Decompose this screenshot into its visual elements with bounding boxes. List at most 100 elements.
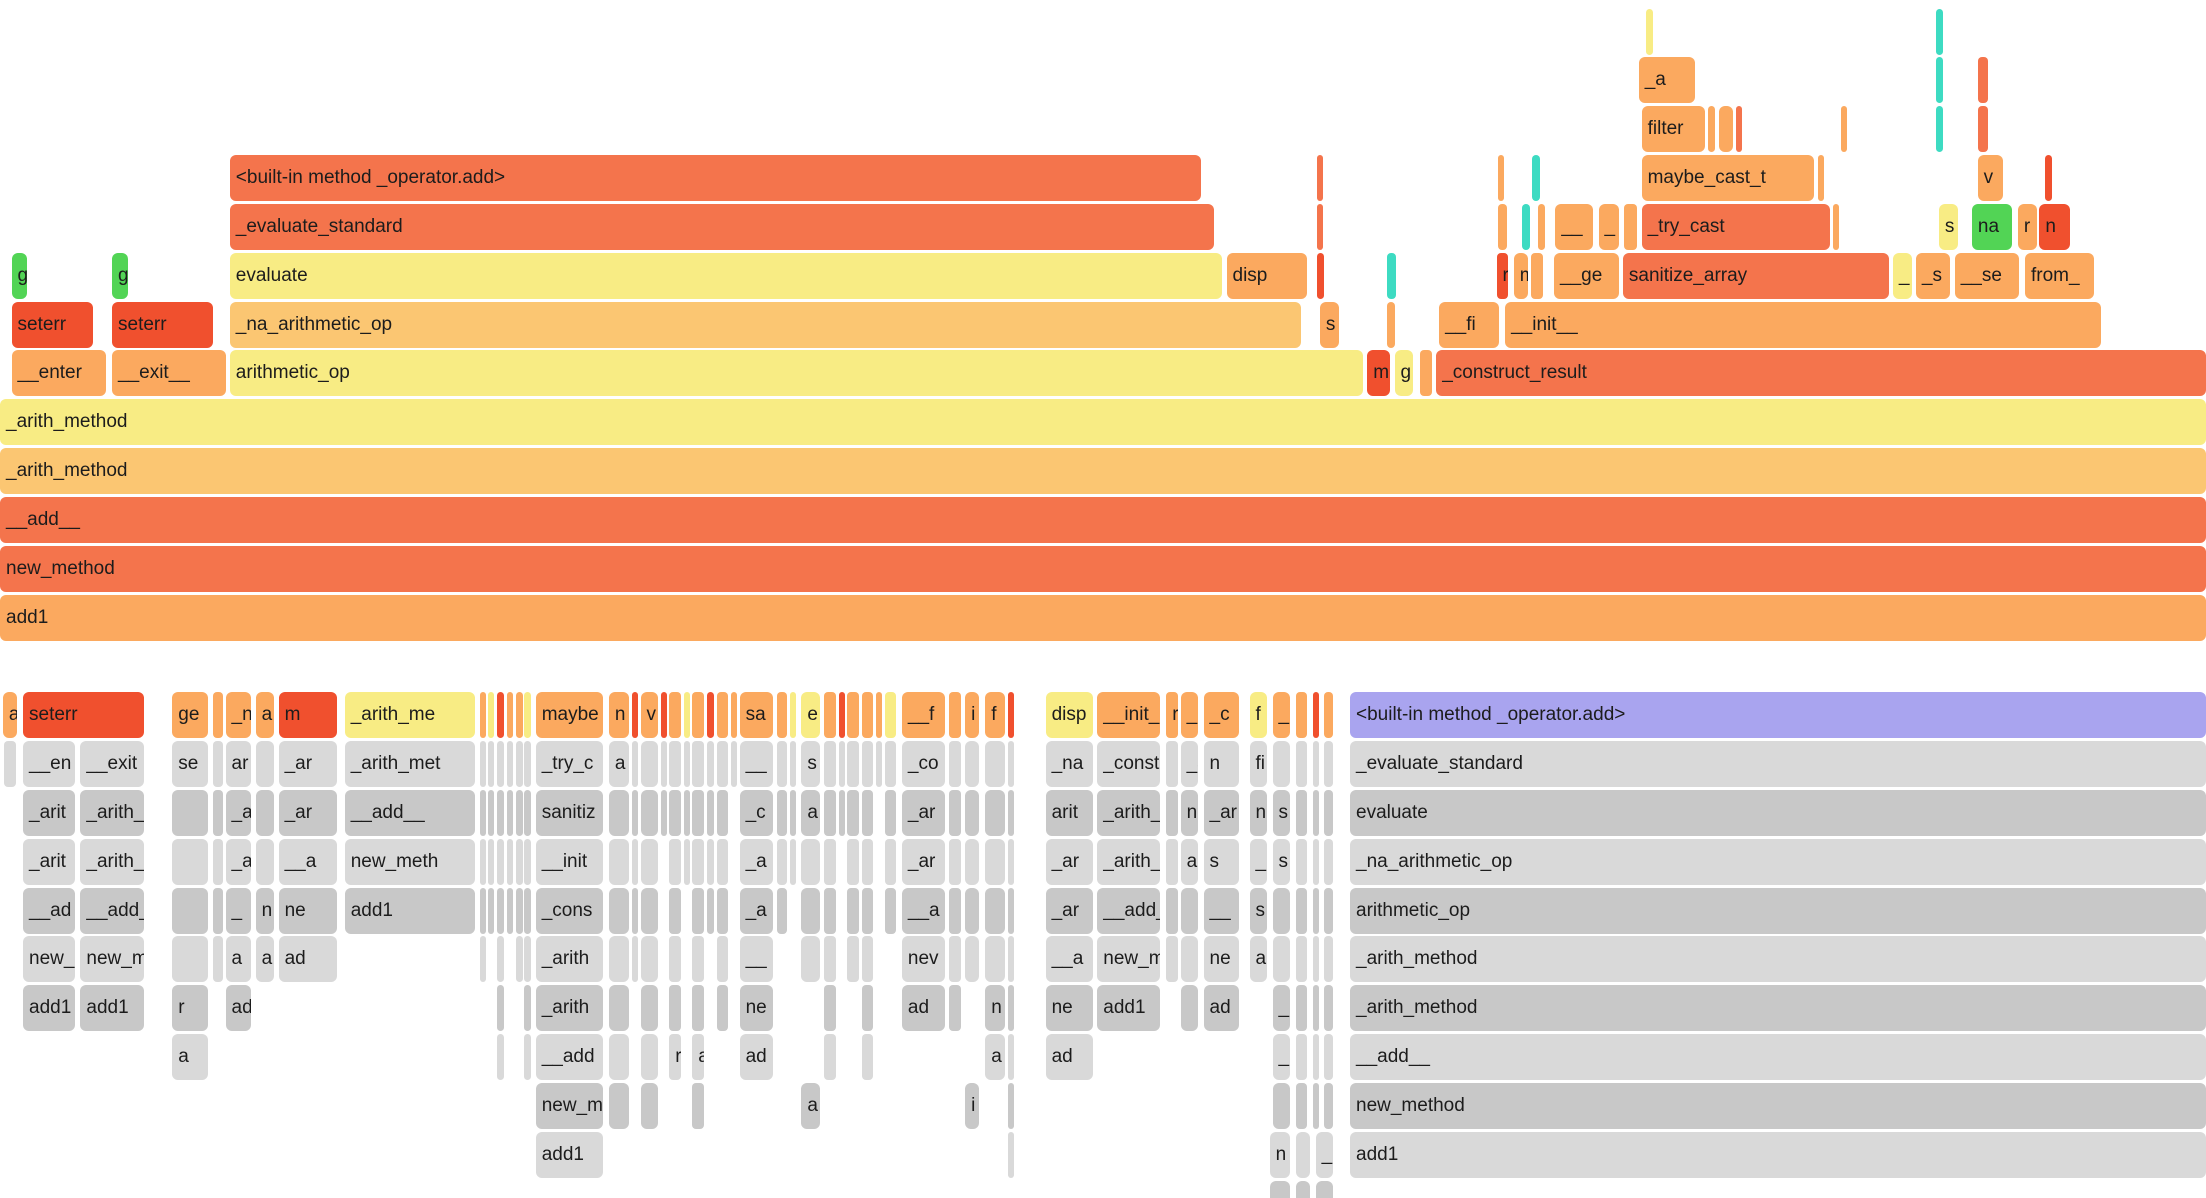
- frame-tick[interactable]: [608, 1034, 629, 1081]
- frame[interactable]: a: [985, 1034, 1006, 1081]
- frame[interactable]: _na_arithmetic_op: [229, 301, 1302, 348]
- frame-tick[interactable]: [640, 741, 658, 788]
- frame-tick[interactable]: [524, 936, 532, 983]
- frame[interactable]: __ge: [1554, 252, 1619, 299]
- frame-tick[interactable]: [1008, 838, 1015, 885]
- frame-tick[interactable]: [1324, 789, 1333, 836]
- frame[interactable]: _try_cast: [1641, 203, 1830, 250]
- frame[interactable]: _const: [1097, 741, 1161, 788]
- frame-tick[interactable]: [824, 838, 836, 885]
- frame[interactable]: _cons: [535, 887, 604, 934]
- frame[interactable]: ad: [739, 1034, 773, 1081]
- frame[interactable]: a: [1180, 838, 1198, 885]
- frame-tick[interactable]: [949, 692, 961, 739]
- frame-tick[interactable]: [507, 692, 513, 739]
- frame[interactable]: evaluate: [1350, 789, 2206, 836]
- frame-tick[interactable]: [1324, 1034, 1333, 1081]
- frame-tick[interactable]: [212, 838, 223, 885]
- frame[interactable]: r: [2017, 203, 2037, 250]
- frame-tick[interactable]: [1295, 838, 1307, 885]
- frame-tick[interactable]: [716, 741, 729, 788]
- frame[interactable]: _a: [225, 838, 252, 885]
- frame-tick[interactable]: [640, 838, 658, 885]
- frame-tick[interactable]: [1272, 1082, 1290, 1129]
- frame-tick[interactable]: [847, 789, 859, 836]
- frame-tick[interactable]: [1324, 936, 1333, 983]
- frame[interactable]: new_meth: [344, 838, 476, 885]
- frame[interactable]: __se: [1954, 252, 2020, 299]
- frame[interactable]: i: [965, 692, 980, 739]
- frame[interactable]: n: [1249, 789, 1267, 836]
- frame-tick[interactable]: [949, 741, 961, 788]
- frame-tick[interactable]: [1645, 8, 1654, 55]
- frame[interactable]: _evaluate_standard: [229, 203, 1214, 250]
- frame-tick[interactable]: [1736, 106, 1743, 153]
- frame-tick[interactable]: [255, 741, 275, 788]
- frame-tick[interactable]: [1312, 1082, 1319, 1129]
- frame-tick[interactable]: [716, 789, 729, 836]
- frame-tick[interactable]: [631, 692, 638, 739]
- frame-tick[interactable]: [1295, 789, 1307, 836]
- frame-tick[interactable]: [692, 741, 704, 788]
- frame-tick[interactable]: [683, 692, 690, 739]
- frame[interactable]: __add_: [80, 887, 144, 934]
- frame-tick[interactable]: [1324, 692, 1333, 739]
- frame[interactable]: new_method: [0, 545, 2206, 592]
- frame[interactable]: __add__: [344, 789, 476, 836]
- frame-tick[interactable]: [524, 887, 532, 934]
- frame[interactable]: n: [985, 985, 1006, 1032]
- frame-tick[interactable]: [706, 692, 714, 739]
- frame-tick[interactable]: [838, 789, 845, 836]
- frame[interactable]: add1: [0, 594, 2206, 641]
- frame-tick[interactable]: [824, 985, 836, 1032]
- frame-tick[interactable]: [1532, 155, 1540, 202]
- frame-tick[interactable]: [683, 789, 690, 836]
- frame-tick[interactable]: [1522, 203, 1530, 250]
- frame-tick[interactable]: [847, 838, 859, 885]
- frame-tick[interactable]: [488, 887, 495, 934]
- frame-tick[interactable]: [1420, 350, 1432, 397]
- frame-tick[interactable]: [1180, 887, 1198, 934]
- frame-tick[interactable]: [1312, 936, 1319, 983]
- frame[interactable]: _: [1180, 692, 1198, 739]
- frame[interactable]: m: [1367, 350, 1391, 397]
- frame-tick[interactable]: [515, 741, 523, 788]
- frame[interactable]: f: [1249, 692, 1267, 739]
- frame[interactable]: _arith_method: [1350, 936, 2206, 983]
- frame-tick[interactable]: [488, 789, 495, 836]
- frame-tick[interactable]: [884, 692, 897, 739]
- frame[interactable]: _try_c: [535, 741, 604, 788]
- frame[interactable]: a: [255, 692, 275, 739]
- frame[interactable]: new_m: [80, 936, 144, 983]
- frame-tick[interactable]: [1008, 887, 1015, 934]
- frame[interactable]: evaluate: [229, 252, 1223, 299]
- frame[interactable]: new_method: [1350, 1082, 2206, 1129]
- frame-tick[interactable]: [669, 985, 681, 1032]
- frame-tick[interactable]: [716, 985, 729, 1032]
- frame[interactable]: a: [801, 1082, 821, 1129]
- frame[interactable]: _na_arithmetic_op: [1350, 838, 2206, 885]
- frame[interactable]: r: [172, 985, 209, 1032]
- frame[interactable]: _: [1892, 252, 1912, 299]
- frame-tick[interactable]: [1312, 838, 1319, 885]
- frame[interactable]: __f: [901, 692, 945, 739]
- frame-tick[interactable]: [847, 936, 859, 983]
- frame[interactable]: _ar: [901, 838, 945, 885]
- frame-tick[interactable]: [669, 887, 681, 934]
- frame[interactable]: <built-in method _operator.add>: [229, 155, 1201, 202]
- frame-tick[interactable]: [640, 936, 658, 983]
- frame-tick[interactable]: [716, 936, 729, 983]
- frame[interactable]: _ar: [1045, 838, 1093, 885]
- frame-tick[interactable]: [1295, 936, 1307, 983]
- frame[interactable]: __add__: [0, 496, 2206, 543]
- frame[interactable]: i: [965, 1082, 980, 1129]
- frame-tick[interactable]: [838, 741, 845, 788]
- frame-tick[interactable]: [1166, 741, 1178, 788]
- frame-tick[interactable]: [789, 789, 796, 836]
- frame-tick[interactable]: [692, 692, 704, 739]
- frame[interactable]: __exit: [80, 741, 144, 788]
- frame[interactable]: m: [278, 692, 338, 739]
- frame[interactable]: _arit: [23, 838, 75, 885]
- frame-tick[interactable]: [515, 838, 523, 885]
- frame-tick[interactable]: [4, 741, 16, 788]
